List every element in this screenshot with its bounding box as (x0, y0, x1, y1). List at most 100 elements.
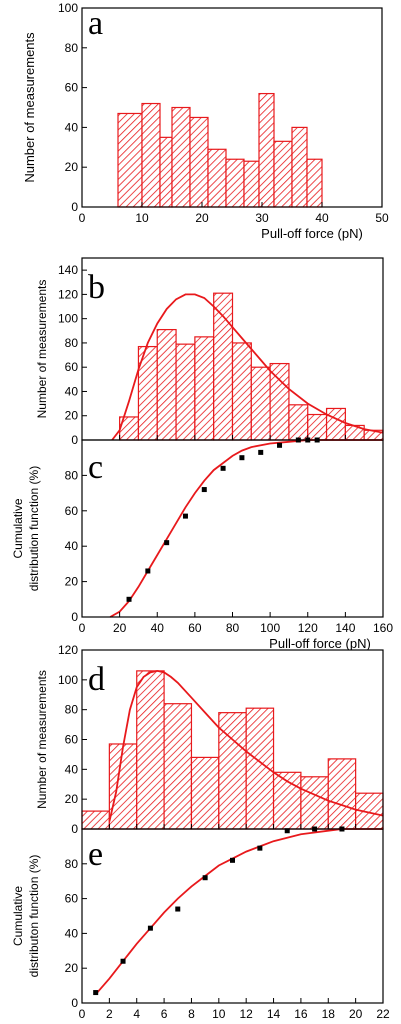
bar-b-4 (194, 336, 215, 441)
ytick-label-b-0: 0 (71, 433, 78, 447)
fit-curve-b (111, 293, 384, 441)
ytick-label-b-1: 20 (65, 409, 79, 423)
xtick-label-a-2: 20 (195, 211, 209, 225)
ytick-label-a-3: 60 (65, 81, 79, 95)
ytick-label-c-1: 20 (65, 575, 79, 589)
bar-a-11 (306, 158, 323, 208)
ytick-label-b-7: 140 (58, 263, 78, 277)
ytick-label-c-3: 60 (65, 504, 79, 518)
point-c-6 (239, 455, 245, 461)
fit-curve-c (109, 439, 383, 618)
point-e-6 (257, 845, 263, 851)
xtick-label-a-5: 50 (375, 211, 389, 225)
point-e-0 (93, 990, 99, 996)
point-e-2 (147, 925, 153, 931)
xlabel-a: Pull-off force (pN) (261, 226, 363, 241)
ylabel-b: Number of measurements (35, 280, 49, 419)
bar-d-9 (327, 758, 357, 830)
bar-b-8 (269, 362, 290, 441)
bar-d-8 (300, 776, 329, 830)
xtick-label-c-7: 140 (335, 621, 355, 635)
point-c-4 (201, 487, 207, 493)
axes-frame-a (81, 7, 383, 208)
ytick-label-a-2: 40 (65, 120, 79, 134)
bar-d-1 (108, 743, 138, 830)
ytick-label-a-4: 80 (65, 41, 79, 55)
ylabel-d: Number of measurements (35, 670, 49, 809)
xtick-label-c-6: 120 (298, 621, 318, 635)
xtick-label-e-0: 0 (79, 1007, 86, 1021)
xtick-label-e-5: 10 (212, 1007, 226, 1021)
xtick-label-c-5: 100 (260, 621, 280, 635)
bar-b-6 (231, 342, 252, 441)
bar-b-2 (156, 328, 177, 441)
xtick-label-e-3: 6 (161, 1007, 168, 1021)
panel-label-e: e (88, 836, 103, 873)
panel-label-a: a (88, 5, 103, 42)
panel-label-c: c (88, 449, 103, 486)
ytick-label-c-2: 40 (65, 539, 79, 553)
xtick-label-a-1: 10 (135, 211, 149, 225)
ylabel-c-line2: distribution function (%) (27, 466, 41, 591)
axes-frame-c (81, 439, 384, 618)
ytick-label-e-2: 40 (65, 926, 79, 940)
point-e-7 (284, 828, 290, 834)
point-e-4 (202, 875, 208, 881)
xtick-label-e-10: 20 (349, 1007, 363, 1021)
xtick-label-a-0: 0 (79, 211, 86, 225)
xlabel-c: Pull-off force (pN) (269, 636, 371, 651)
bar-a-4 (189, 116, 209, 208)
axes-frame-e (81, 828, 384, 1004)
fit-curve-d (108, 669, 384, 822)
point-c-8 (277, 442, 283, 448)
bar-d-3 (163, 703, 193, 830)
point-c-5 (220, 465, 226, 471)
ytick-label-d-1: 20 (65, 792, 79, 806)
point-c-7 (258, 449, 264, 455)
bar-a-1 (141, 102, 161, 208)
bar-d-0 (81, 810, 110, 830)
panel-label-b: b (88, 269, 105, 306)
ytick-label-a-1: 20 (65, 160, 79, 174)
xtick-label-c-0: 0 (79, 621, 86, 635)
bar-a-2 (159, 136, 173, 208)
ylabel-c-line1: Cumulative (11, 498, 25, 558)
ytick-label-b-2: 40 (65, 384, 79, 398)
ytick-label-e-3: 60 (65, 892, 79, 906)
bar-d-4 (190, 756, 220, 830)
xtick-label-c-4: 80 (226, 621, 240, 635)
xtick-label-c-3: 60 (188, 621, 202, 635)
ytick-label-d-4: 80 (65, 703, 79, 717)
ytick-label-c-0: 0 (71, 610, 78, 624)
xtick-label-e-4: 8 (188, 1007, 195, 1021)
ytick-label-b-3: 60 (65, 360, 79, 374)
xtick-label-c-1: 20 (113, 621, 127, 635)
ylabel-e-line1: Cumulative (11, 886, 25, 946)
ytick-label-d-6: 120 (58, 643, 78, 657)
ytick-label-c-4: 80 (65, 468, 79, 482)
bar-b-11 (325, 407, 346, 441)
xtick-label-e-9: 18 (322, 1007, 336, 1021)
ytick-label-a-5: 100 (58, 1, 78, 15)
point-c-3 (182, 513, 188, 519)
panel-label-d: d (88, 661, 105, 698)
ytick-label-a-0: 0 (71, 200, 78, 214)
point-e-1 (120, 958, 126, 964)
bar-a-0 (117, 112, 143, 208)
ytick-label-e-0: 0 (71, 996, 78, 1010)
point-c-0 (126, 596, 132, 602)
bar-b-9 (288, 404, 309, 441)
bar-b-7 (250, 366, 271, 441)
xtick-label-e-7: 14 (267, 1007, 281, 1021)
bar-b-10 (307, 413, 328, 441)
xtick-label-c-2: 40 (151, 621, 165, 635)
xtick-label-c-8: 160 (373, 621, 393, 635)
ytick-label-d-3: 60 (65, 733, 79, 747)
bar-a-6 (225, 158, 245, 208)
xlabel-e: Pull-off force (nN) (269, 1022, 371, 1024)
bar-d-2 (136, 670, 165, 830)
bar-a-5 (207, 148, 227, 208)
ytick-label-e-1: 20 (65, 961, 79, 975)
ylabel-a: Number of measurements (22, 32, 37, 183)
xtick-label-e-11: 22 (376, 1007, 390, 1021)
